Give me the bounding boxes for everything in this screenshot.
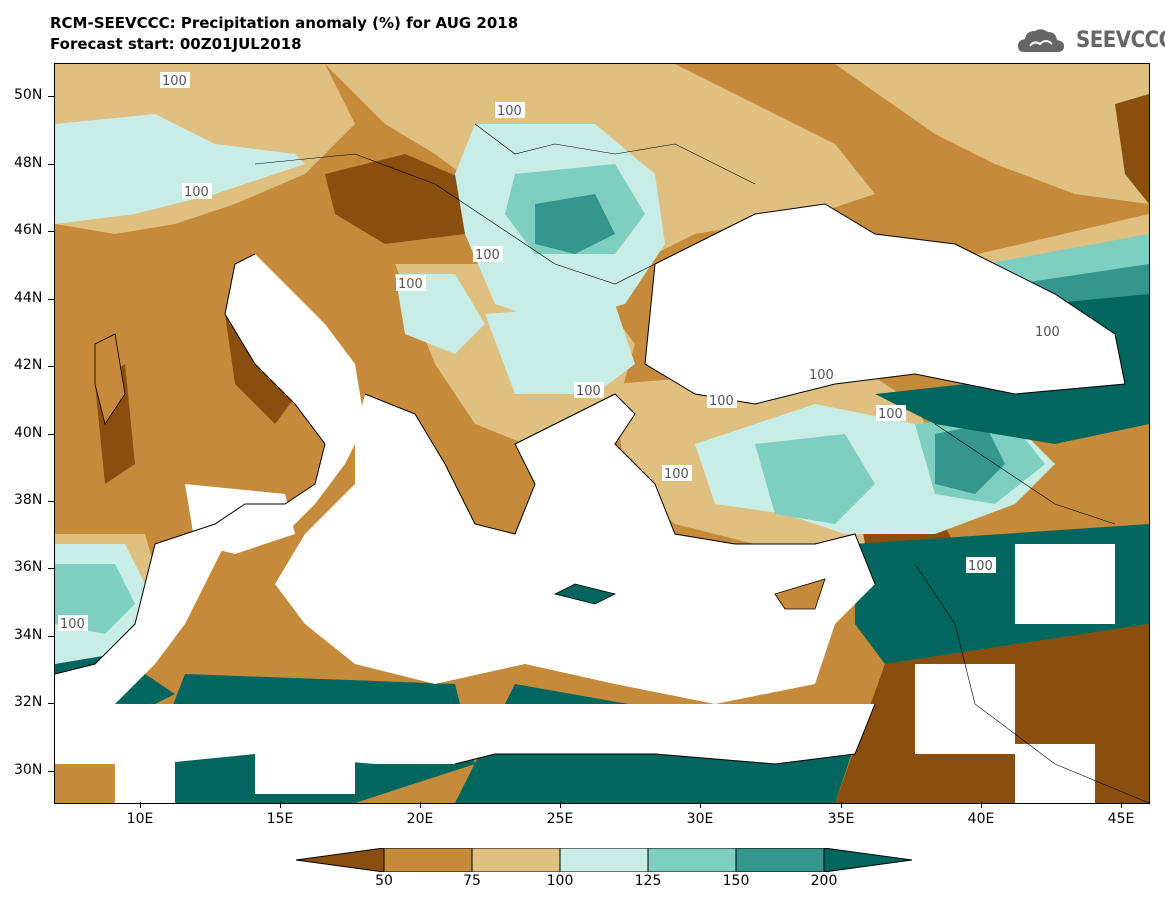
lon-label-30e: 30E — [686, 811, 714, 827]
contour-label: 100 — [664, 467, 689, 482]
contour-label: 100 — [709, 394, 734, 409]
lon-label-40e: 40E — [967, 811, 995, 827]
contour-label: 100 — [878, 407, 903, 422]
lon-label-35e: 35E — [827, 811, 855, 827]
colorbar-label-100: 100 — [546, 873, 574, 889]
colorbar-label-75: 75 — [463, 873, 481, 889]
lat-label-46n: 46N — [14, 222, 43, 238]
lon-label-20e: 20E — [406, 811, 434, 827]
contour-label: 100 — [398, 277, 423, 292]
contour-label: 100 — [968, 559, 993, 574]
contour-label: 100 — [576, 384, 601, 399]
contour-label: 100 — [162, 74, 187, 89]
colorbar — [296, 848, 912, 872]
colorbar-label-50: 50 — [375, 873, 393, 889]
lon-label-10e: 10E — [126, 811, 154, 827]
contour-label: 100 — [1035, 325, 1060, 340]
precipitation-anomaly-map: 100 100 100 100 100 100 100 100 100 100 … — [54, 63, 1150, 804]
lon-label-45e: 45E — [1107, 811, 1135, 827]
map-title: RCM-SEEVCCC: Precipitation anomaly (%) f… — [50, 14, 519, 32]
contour-label: 100 — [184, 185, 209, 200]
lat-label-40n: 40N — [14, 425, 43, 441]
lon-label-25e: 25E — [546, 811, 574, 827]
lat-label-44n: 44N — [14, 290, 43, 306]
lat-label-30n: 30N — [14, 762, 43, 778]
lat-label-48n: 48N — [14, 155, 43, 171]
forecast-start-label: Forecast start: 00Z01JUL2018 — [50, 35, 302, 53]
lat-label-50n: 50N — [14, 87, 43, 103]
lon-label-15e: 15E — [266, 811, 294, 827]
lat-label-38n: 38N — [14, 492, 43, 508]
lat-label-32n: 32N — [14, 694, 43, 710]
colorbar-label-125: 125 — [634, 873, 662, 889]
lat-label-36n: 36N — [14, 559, 43, 575]
contour-label: 100 — [60, 617, 85, 632]
contour-label: 100 — [475, 248, 500, 263]
lat-label-42n: 42N — [14, 357, 43, 373]
contour-label: 100 — [809, 368, 834, 383]
contour-label: 100 — [497, 104, 522, 119]
logo-text: SEEVCCC — [1076, 28, 1165, 53]
lat-label-34n: 34N — [14, 627, 43, 643]
colorbar-label-150: 150 — [722, 873, 750, 889]
cloud-icon — [1018, 29, 1064, 52]
colorbar-label-200: 200 — [810, 873, 838, 889]
